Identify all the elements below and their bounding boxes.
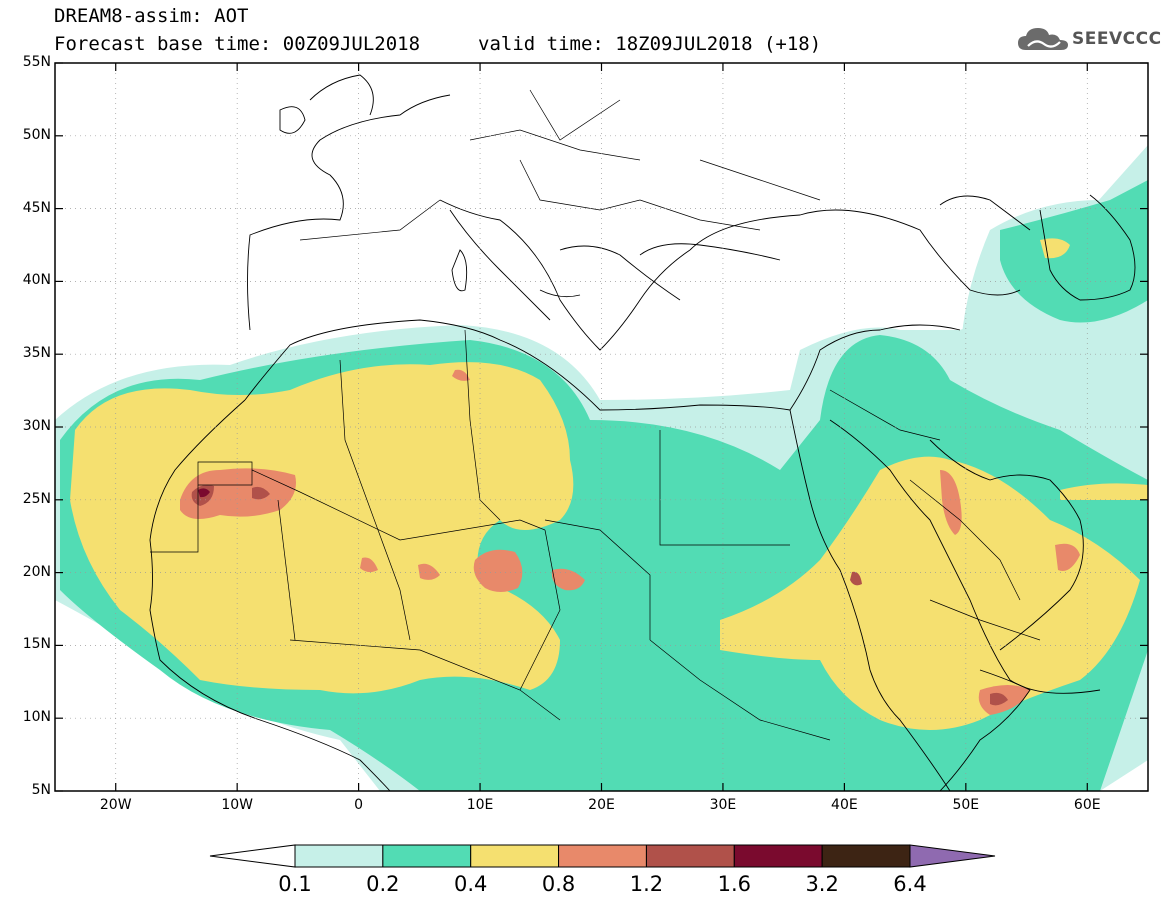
- lon-label: 30E: [709, 797, 737, 813]
- lon-label: 60E: [1073, 797, 1101, 813]
- lon-label: 20W: [99, 797, 132, 813]
- aot-level-0.8: [180, 369, 1080, 715]
- cloud-logo-icon: [1018, 28, 1068, 50]
- map-title: DREAM8-assim: AOT: [54, 5, 249, 27]
- colorbar-level-label: 0.2: [366, 872, 400, 896]
- lat-label: 35N: [22, 345, 51, 362]
- colorbar-swatch: [821, 844, 911, 868]
- lon-label: 40E: [831, 797, 858, 813]
- colorbar-level-label: 1.6: [717, 872, 751, 896]
- lat-label: 25N: [22, 490, 51, 507]
- aot-contours: [55, 145, 1148, 791]
- colorbar-swatch: [294, 844, 384, 868]
- lat-label: 5N: [31, 782, 51, 798]
- lat-label: 40N: [22, 272, 51, 289]
- lon-label: 10W: [221, 797, 253, 813]
- lat-label: 15N: [22, 636, 51, 653]
- colorbar-swatch: [645, 844, 735, 868]
- country-borders: [150, 89, 1041, 741]
- lat-label: 50N: [22, 126, 51, 143]
- colorbar-level-label: 0.4: [454, 872, 488, 896]
- colorbar-swatch: [470, 844, 560, 868]
- lat-label: 45N: [22, 199, 51, 216]
- aot-level-0.4: [70, 238, 1148, 730]
- colorbar-level-label: 6.4: [893, 872, 927, 896]
- colorbar-swatch: [558, 844, 647, 868]
- lon-label: 20E: [588, 797, 615, 813]
- lat-label: 55N: [22, 54, 51, 70]
- colorbar-under-triangle: [209, 844, 296, 868]
- lat-label: 20N: [22, 563, 51, 580]
- lon-label: 0: [354, 797, 364, 813]
- logo-text: SEEVCCC: [1072, 29, 1162, 49]
- coastlines: [149, 74, 1136, 791]
- colorbar-level-label: 0.8: [541, 872, 576, 896]
- colorbar-level-label: 3.2: [805, 872, 839, 896]
- colorbar-level-label: 1.2: [629, 872, 664, 896]
- lon-label: 50E: [952, 797, 980, 813]
- colorbar-level-label: 0.1: [278, 872, 312, 896]
- forecast-base-time: Forecast base time: 00Z09JUL2018: [54, 33, 421, 55]
- colorbar-swatch: [382, 844, 472, 868]
- gridlines: [55, 63, 1148, 791]
- lon-label: 10E: [466, 797, 494, 813]
- lat-label: 30N: [22, 418, 51, 434]
- axis-ticks: [55, 62, 1148, 792]
- colorbar-swatch: [733, 844, 823, 868]
- valid-time: valid time: 18Z09JUL2018 (+18): [478, 33, 822, 55]
- aot-level-1.6: [198, 488, 210, 498]
- colorbar: [209, 844, 996, 868]
- lat-label: 10N: [22, 709, 51, 726]
- colorbar-over-triangle: [909, 844, 996, 868]
